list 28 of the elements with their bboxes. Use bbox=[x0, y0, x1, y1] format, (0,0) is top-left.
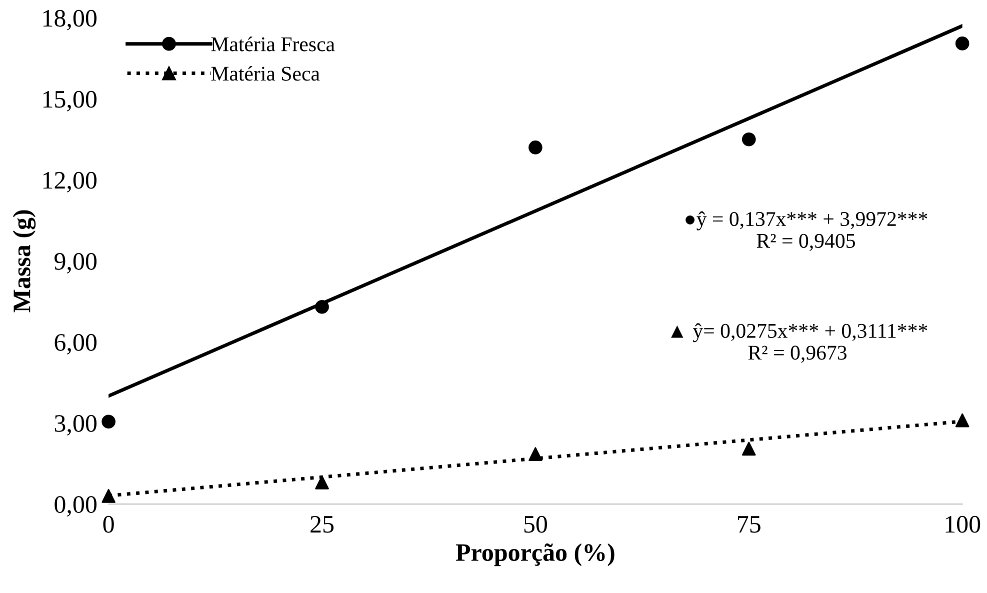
y-tick-label: 9,00 bbox=[54, 252, 97, 274]
legend-label: Matéria Seca bbox=[211, 66, 320, 81]
y-axis-title: Massa (g) bbox=[12, 210, 36, 312]
legend-label: Matéria Fresca bbox=[211, 36, 335, 52]
x-tick-label: 50 bbox=[524, 516, 547, 533]
point bbox=[315, 300, 329, 314]
point bbox=[315, 476, 329, 490]
y-tick-label: 3,00 bbox=[54, 415, 97, 436]
annotation: ●ŷ = 0,137x*** + 3,9972*** R² = 0,9405 bbox=[686, 211, 928, 251]
y-tick-label: 0,00 bbox=[54, 496, 97, 517]
y-tick-label: 6,00 bbox=[54, 334, 97, 354]
point bbox=[742, 132, 756, 146]
point bbox=[955, 36, 970, 50]
point bbox=[955, 413, 970, 428]
point bbox=[528, 447, 542, 461]
x-tick-label: 100 bbox=[946, 516, 980, 533]
annotation: ▲ ŷ= 0,0275x*** + 0,3111*** R² = 0,9673 bbox=[671, 323, 928, 363]
x-tick-label: 0 bbox=[103, 516, 114, 533]
y-tick-label: 15,00 bbox=[43, 90, 97, 112]
x-axis-title: Proporção (%) bbox=[456, 543, 614, 566]
x-tick-label: 25 bbox=[310, 516, 334, 533]
y-tick-label: 18,00 bbox=[43, 10, 97, 30]
point bbox=[528, 140, 542, 154]
point bbox=[742, 442, 756, 456]
y-tick-label: 12,00 bbox=[43, 172, 97, 192]
point bbox=[102, 489, 116, 503]
point bbox=[102, 414, 116, 429]
x-tick-label: 75 bbox=[738, 516, 760, 533]
